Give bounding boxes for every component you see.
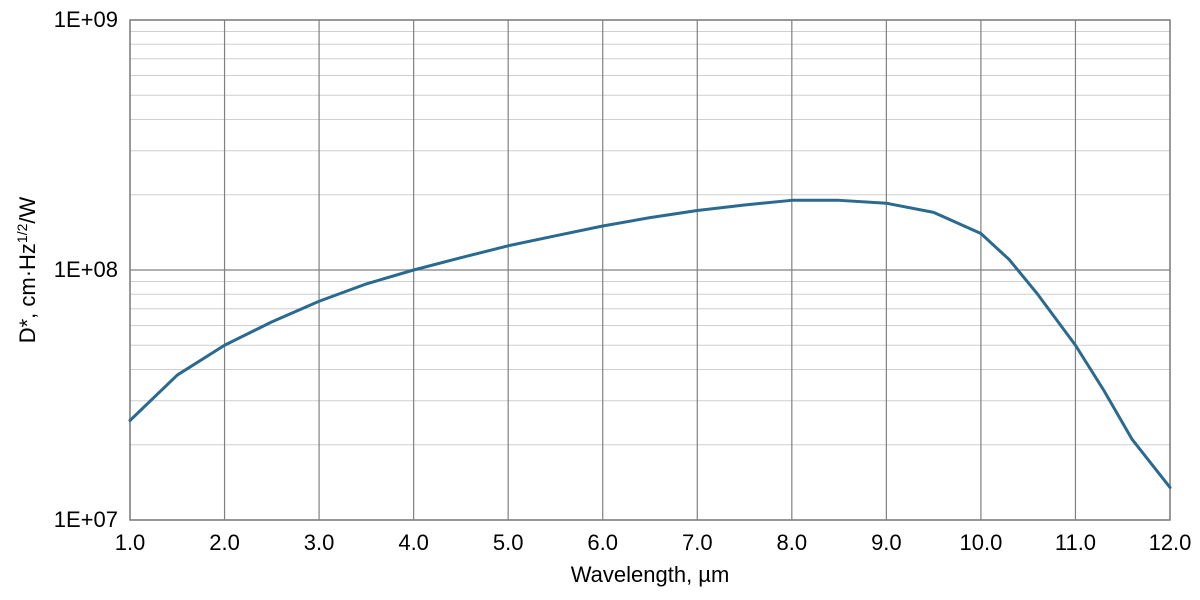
y-tick-label: 1E+08 — [54, 257, 118, 282]
x-tick-label: 10.0 — [959, 530, 1002, 555]
y-axis-label: D*, cm·Hz1/2/W — [14, 196, 40, 343]
x-axis-label: Wavelength, µm — [571, 562, 730, 587]
detectivity-chart: 1.0 2.0 3.0 4.0 5.0 6.0 7.0 8.0 9.0 10.0 11.0 12.0 1… — [0, 0, 1200, 600]
x-tick-label: 12.0 — [1149, 530, 1192, 555]
x-tick-label: 6.0 — [587, 530, 618, 555]
x-tick-label: 3.0 — [304, 530, 335, 555]
x-tick-label: 1.0 — [115, 530, 146, 555]
x-tick-label: 7.0 — [682, 530, 713, 555]
x-tick-label: 11.0 — [1055, 530, 1096, 555]
y-tick-label: 1E+09 — [54, 7, 118, 32]
x-tick-label: 4.0 — [398, 530, 429, 555]
grid — [130, 20, 1170, 520]
y-tick-label: 1E+07 — [54, 507, 118, 532]
x-tick-label: 9.0 — [871, 530, 902, 555]
x-tick-label: 8.0 — [777, 530, 808, 555]
chart-background — [0, 0, 1200, 600]
chart-svg: 1.0 2.0 3.0 4.0 5.0 6.0 7.0 8.0 9.0 10.0 11.0 12.0 1… — [0, 0, 1200, 600]
x-tick-label: 5.0 — [493, 530, 524, 555]
x-tick-label: 2.0 — [209, 530, 240, 555]
